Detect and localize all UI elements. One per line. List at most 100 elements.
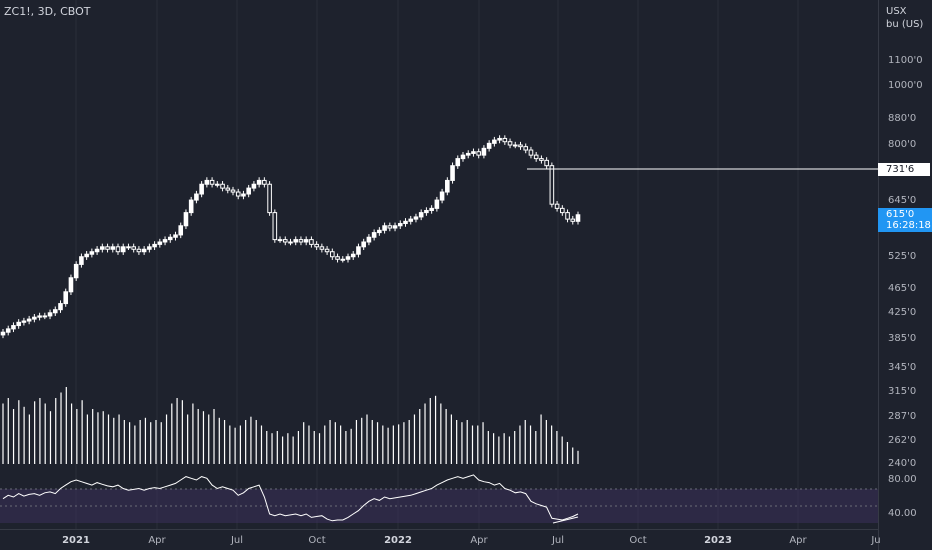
- volume-bar: [187, 414, 189, 464]
- candle-body: [324, 248, 330, 253]
- candle-body: [387, 225, 393, 229]
- candle: [141, 246, 147, 255]
- candle: [63, 288, 69, 307]
- volume-bar: [2, 403, 4, 464]
- candle: [335, 253, 340, 263]
- candle-body: [105, 246, 110, 250]
- candle-body: [178, 225, 184, 236]
- volume-bar: [271, 433, 273, 464]
- volume-bar: [313, 431, 315, 464]
- volume-bar: [440, 403, 442, 464]
- candle-body: [392, 225, 398, 229]
- volume-bar: [276, 431, 278, 464]
- horizontal-line-price-label[interactable]: 731'6: [878, 163, 930, 176]
- volume-bar: [260, 425, 263, 464]
- candle: [199, 181, 204, 198]
- volume-bar: [155, 420, 157, 464]
- candle-body: [58, 303, 63, 311]
- volume-bar: [445, 409, 447, 464]
- candle-body: [126, 246, 131, 249]
- time-label-2023: 2023: [704, 535, 732, 546]
- candle-body: [340, 258, 346, 261]
- trendline-rsi[interactable]: [552, 516, 579, 524]
- candle-body: [356, 246, 361, 255]
- candle: [293, 236, 299, 246]
- candle-body: [523, 146, 529, 151]
- price-tick: 880'0: [888, 113, 917, 124]
- candle: [507, 138, 513, 149]
- volume-bar: [176, 398, 178, 464]
- candle: [94, 246, 100, 255]
- currency-label[interactable]: USX bu (US): [886, 5, 923, 31]
- candle: [126, 243, 131, 251]
- candle-body: [115, 246, 121, 253]
- candle-body: [37, 315, 42, 318]
- candle-body: [366, 236, 372, 243]
- candle: [0, 329, 6, 339]
- candle: [465, 150, 471, 159]
- candle: [26, 315, 32, 325]
- volume-bar: [345, 431, 347, 464]
- last-price-label[interactable]: 615'0 16:28:18: [878, 208, 932, 232]
- candle: [162, 236, 168, 246]
- candle-body: [183, 212, 189, 227]
- candle: [533, 151, 539, 162]
- rsi-line: [2, 474, 579, 522]
- rsi-series: [2, 474, 579, 522]
- candle-body: [282, 239, 288, 243]
- candle-body: [418, 212, 424, 218]
- candle: [5, 325, 11, 336]
- volume-bar: [572, 447, 574, 464]
- volume-bar: [234, 427, 236, 464]
- candle: [120, 243, 126, 255]
- candle: [37, 312, 42, 321]
- candle: [21, 317, 27, 326]
- volume-bar: [139, 420, 141, 464]
- volume-bar: [171, 403, 173, 464]
- candle-body: [554, 203, 560, 209]
- price-tick: 465'0: [888, 283, 917, 294]
- candle-body: [63, 291, 69, 305]
- price-tick: 345'0: [888, 362, 917, 373]
- candle-body: [319, 246, 325, 250]
- candle-body: [512, 144, 518, 147]
- candle-body: [424, 209, 429, 214]
- candle: [68, 274, 74, 295]
- volume-bar: [471, 425, 474, 464]
- volume-bar: [524, 420, 526, 464]
- volume-bar: [150, 422, 152, 464]
- candle: [173, 231, 178, 241]
- volume-bar: [382, 425, 384, 464]
- candle-body: [486, 142, 492, 149]
- symbol-title[interactable]: ZC1!, 3D, CBOT: [4, 5, 91, 18]
- volume-bar: [223, 420, 226, 464]
- candle: [309, 236, 314, 248]
- candle: [429, 205, 434, 214]
- candle-body: [52, 309, 58, 314]
- volume-bar: [160, 422, 162, 464]
- candle-body: [225, 187, 231, 191]
- volume-bar: [577, 450, 579, 464]
- candle-body: [377, 229, 382, 234]
- candle-body: [434, 199, 440, 209]
- candle-body: [570, 218, 576, 222]
- candle-body: [502, 137, 508, 143]
- currency-unit: bu (US): [886, 19, 924, 30]
- candle-body: [16, 321, 21, 327]
- candle-body: [79, 256, 84, 265]
- volume-bar: [487, 431, 489, 464]
- volume-bar: [81, 400, 83, 464]
- candle: [549, 162, 555, 208]
- volume-bar: [55, 398, 57, 464]
- volume-bar: [482, 422, 484, 464]
- volume-bar: [376, 422, 379, 464]
- volume-bar: [245, 420, 247, 464]
- candle: [471, 148, 476, 157]
- candle: [340, 256, 346, 263]
- candle: [554, 201, 560, 212]
- candle: [512, 141, 518, 149]
- volume-bar: [340, 425, 342, 464]
- volume-bar: [466, 420, 468, 464]
